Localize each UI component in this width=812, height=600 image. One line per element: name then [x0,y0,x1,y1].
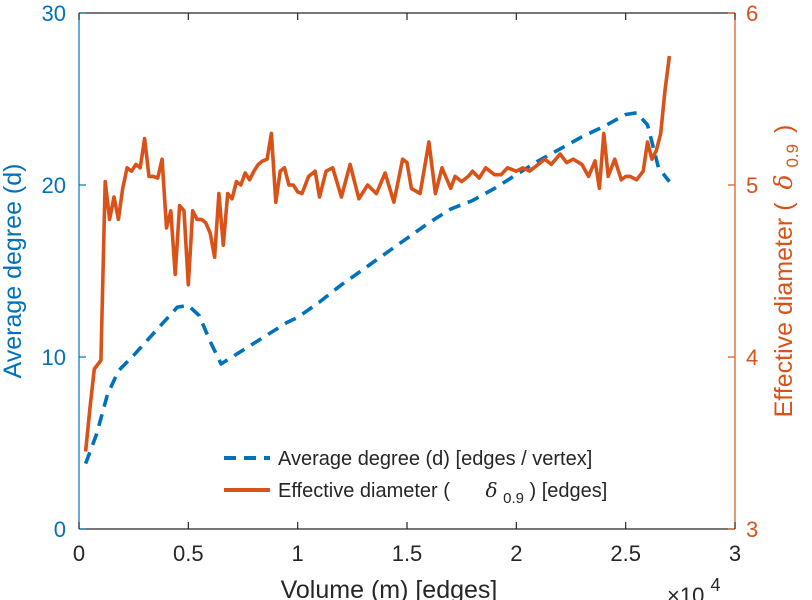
right-y-tick-label: 3 [746,517,758,542]
x-tick-label: 1 [292,541,304,566]
right-y-tick-label: 6 [746,1,758,26]
left-y-tick-label: 20 [42,173,66,198]
left-y-axis-title: Average degree (d) [0,164,27,379]
legend-label-effective-diameter-symbol: δ [486,478,498,502]
left-y-tick-label: 30 [42,1,66,26]
right-y-axis-title-close: ) [770,125,798,133]
legend-label-effective-diameter: Effective diameter ( δ 0.9 ) [edges] [278,478,607,508]
left-y-axis: 0 10 20 30 [42,1,86,542]
x-axis-title: Volume (m) [edges] [281,576,498,600]
series-layer [83,55,672,465]
legend-label-effective-diameter-subscript: 0.9 [503,490,524,507]
series-line-average-degree [83,111,671,465]
left-y-tick-label: 10 [42,345,66,370]
legend-label-effective-diameter-text: Effective diameter ( [278,480,450,502]
x-tick-label: 0 [73,541,85,566]
left-y-tick-label: 0 [54,517,66,542]
x-axis-multiplier-exponent: 4 [710,575,720,595]
x-tick-label: 2 [510,541,522,566]
right-y-tick-label: 4 [746,345,758,370]
x-tick-label: 2.5 [610,541,641,566]
x-axis-multiplier-base: ×10 [667,583,704,600]
series-line-effective-diameter [83,55,672,452]
x-tick-label: 3 [729,541,741,566]
legend: Average degree (d) [edges / vertex] Effe… [214,437,666,509]
right-y-axis-title-symbol: δ [769,174,798,189]
x-tick-label: 1.5 [392,541,423,566]
right-y-tick-label: 5 [746,173,758,198]
legend-label-effective-diameter-suffix: ) [edges] [530,480,608,502]
legend-box [214,437,666,509]
x-tick-label: 0.5 [173,541,204,566]
legend-label-average-degree: Average degree (d) [edges / vertex] [278,448,592,470]
right-y-axis-title-subscript: 0.9 [783,144,802,168]
right-y-axis: 3 4 5 6 [728,1,758,542]
right-y-axis-title: Effective diameter ( δ 0.9 ) [769,125,804,418]
x-axis-multiplier: ×10 4 [667,575,720,600]
right-y-axis-title-text: Effective diameter ( [770,202,798,418]
x-axis: 0 0.5 1 1.5 2 2.5 3 [73,13,741,566]
